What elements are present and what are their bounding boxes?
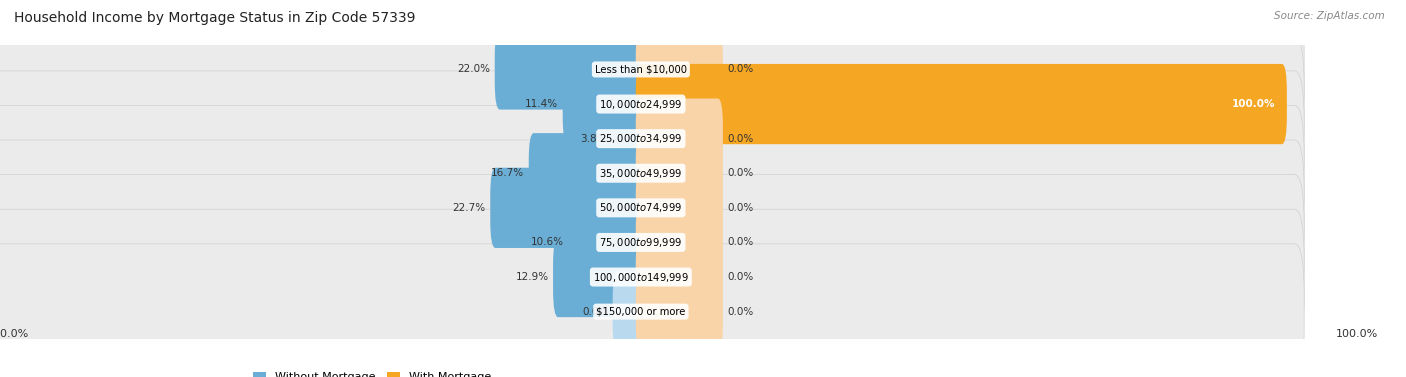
FancyBboxPatch shape <box>612 98 645 179</box>
FancyBboxPatch shape <box>636 64 1286 144</box>
FancyBboxPatch shape <box>636 133 723 213</box>
FancyBboxPatch shape <box>613 271 645 352</box>
Text: $10,000 to $24,999: $10,000 to $24,999 <box>599 98 682 110</box>
Text: 22.0%: 22.0% <box>457 64 491 74</box>
Text: 0.0%: 0.0% <box>727 307 754 317</box>
FancyBboxPatch shape <box>636 98 723 179</box>
FancyBboxPatch shape <box>636 202 723 283</box>
Text: 12.9%: 12.9% <box>516 272 548 282</box>
Text: 0.0%: 0.0% <box>727 272 754 282</box>
Text: 0.0%: 0.0% <box>727 168 754 178</box>
FancyBboxPatch shape <box>529 133 645 213</box>
Text: $25,000 to $34,999: $25,000 to $34,999 <box>599 132 682 145</box>
Text: 100.0%: 100.0% <box>1232 99 1275 109</box>
FancyBboxPatch shape <box>0 36 1305 172</box>
Text: $50,000 to $74,999: $50,000 to $74,999 <box>599 201 682 215</box>
FancyBboxPatch shape <box>0 106 1305 241</box>
Text: 11.4%: 11.4% <box>524 99 558 109</box>
Text: 0.0%: 0.0% <box>727 238 754 247</box>
Text: $150,000 or more: $150,000 or more <box>596 307 686 317</box>
Text: Less than $10,000: Less than $10,000 <box>595 64 688 74</box>
Legend: Without Mortgage, With Mortgage: Without Mortgage, With Mortgage <box>249 367 496 377</box>
FancyBboxPatch shape <box>636 29 723 110</box>
FancyBboxPatch shape <box>568 202 645 283</box>
FancyBboxPatch shape <box>495 29 645 110</box>
FancyBboxPatch shape <box>636 237 723 317</box>
FancyBboxPatch shape <box>553 237 645 317</box>
FancyBboxPatch shape <box>0 2 1305 137</box>
FancyBboxPatch shape <box>0 71 1305 207</box>
Text: 100.0%: 100.0% <box>1336 329 1378 339</box>
Text: Household Income by Mortgage Status in Zip Code 57339: Household Income by Mortgage Status in Z… <box>14 11 416 25</box>
FancyBboxPatch shape <box>491 168 645 248</box>
FancyBboxPatch shape <box>562 64 645 144</box>
FancyBboxPatch shape <box>636 168 723 248</box>
FancyBboxPatch shape <box>0 140 1305 276</box>
Text: $35,000 to $49,999: $35,000 to $49,999 <box>599 167 682 180</box>
Text: 100.0%: 100.0% <box>0 329 30 339</box>
Text: 22.7%: 22.7% <box>453 203 486 213</box>
FancyBboxPatch shape <box>0 209 1305 345</box>
Text: 16.7%: 16.7% <box>491 168 524 178</box>
Text: 0.0%: 0.0% <box>727 203 754 213</box>
Text: 0.0%: 0.0% <box>727 64 754 74</box>
FancyBboxPatch shape <box>0 244 1305 377</box>
FancyBboxPatch shape <box>636 271 723 352</box>
Text: 0.0%: 0.0% <box>582 307 609 317</box>
Text: $75,000 to $99,999: $75,000 to $99,999 <box>599 236 682 249</box>
Text: $100,000 to $149,999: $100,000 to $149,999 <box>593 271 689 284</box>
Text: 3.8%: 3.8% <box>581 134 607 144</box>
Text: Source: ZipAtlas.com: Source: ZipAtlas.com <box>1274 11 1385 21</box>
FancyBboxPatch shape <box>0 175 1305 310</box>
Text: 0.0%: 0.0% <box>727 134 754 144</box>
Text: 10.6%: 10.6% <box>530 238 564 247</box>
